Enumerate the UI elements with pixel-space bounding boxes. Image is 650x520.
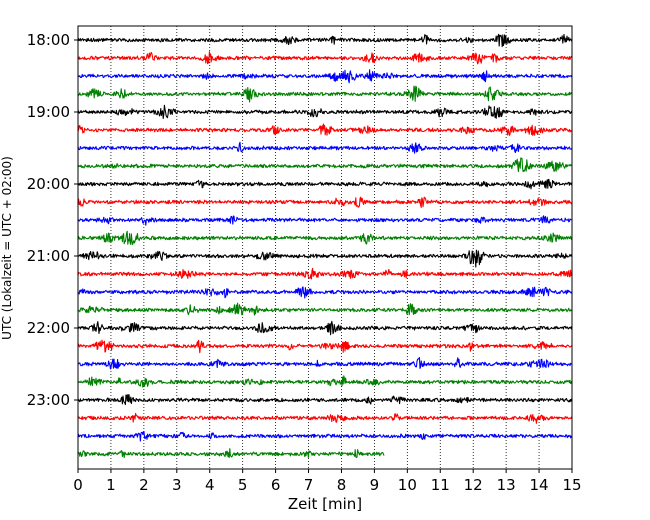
traces-layer xyxy=(77,33,573,459)
x-tick-label: 12 xyxy=(464,476,483,494)
seismogram-trace xyxy=(77,320,573,336)
seismogram-trace xyxy=(77,339,573,354)
seismogram-trace xyxy=(77,141,573,154)
seismogram-trace xyxy=(77,178,573,190)
x-tick-label: 10 xyxy=(398,476,417,494)
y-tick-label: 23:00 xyxy=(27,391,70,409)
x-tick-label: 3 xyxy=(172,476,182,494)
grid-layer xyxy=(110,26,540,469)
x-tick-label: 9 xyxy=(370,476,380,494)
x-tick-label: 15 xyxy=(562,476,581,494)
seismogram-trace xyxy=(77,230,573,246)
seismogram-trace xyxy=(77,69,573,84)
seismogram-trace xyxy=(77,123,573,136)
x-axis-label: Zeit [min] xyxy=(288,495,362,513)
ticks-layer: 0 1 2 3 4 5 6 7 8 9 10 11 12 13 14 1518:0019:0020:0021:… xyxy=(27,31,582,494)
seismogram-trace xyxy=(77,412,573,424)
y-tick-label: 21:00 xyxy=(27,247,70,265)
y-tick-label: 22:00 xyxy=(27,319,70,337)
x-tick-label: 5 xyxy=(238,476,248,494)
seismogram-trace xyxy=(77,375,573,388)
x-tick-label: 0 xyxy=(73,476,83,494)
x-tick-label: 4 xyxy=(205,476,215,494)
y-axis-label: UTC (Lokalzeit = UTC + 02:00) xyxy=(0,156,14,340)
seismogram-trace xyxy=(77,249,573,268)
seismogram-trace xyxy=(77,104,573,119)
x-tick-label: 8 xyxy=(337,476,347,494)
seismogram-trace xyxy=(77,215,572,226)
seismogram-trace xyxy=(77,33,573,48)
seismogram-trace xyxy=(77,394,573,406)
x-tick-label: 1 xyxy=(106,476,116,494)
seismogram-trace xyxy=(77,286,573,299)
y-tick-label: 18:00 xyxy=(27,31,70,49)
x-tick-label: 2 xyxy=(139,476,149,494)
seismogram-trace xyxy=(77,302,573,316)
plot-frame xyxy=(77,25,573,470)
seismogram-trace xyxy=(77,267,573,280)
x-tick-label: 6 xyxy=(271,476,281,494)
seismogram-trace xyxy=(77,157,573,173)
seismogram-trace xyxy=(77,196,572,208)
seismogram-trace xyxy=(77,448,385,459)
seismogram-trace xyxy=(77,431,573,442)
y-tick-label: 20:00 xyxy=(27,175,70,193)
x-tick-label: 11 xyxy=(431,476,450,494)
x-tick-label: 7 xyxy=(304,476,314,494)
x-tick-label: 14 xyxy=(530,476,549,494)
seismogram-trace xyxy=(77,356,572,370)
y-tick-label: 19:00 xyxy=(27,103,70,121)
seismogram-trace xyxy=(77,51,573,65)
x-tick-label: 13 xyxy=(497,476,516,494)
seismogram-trace xyxy=(77,85,573,103)
